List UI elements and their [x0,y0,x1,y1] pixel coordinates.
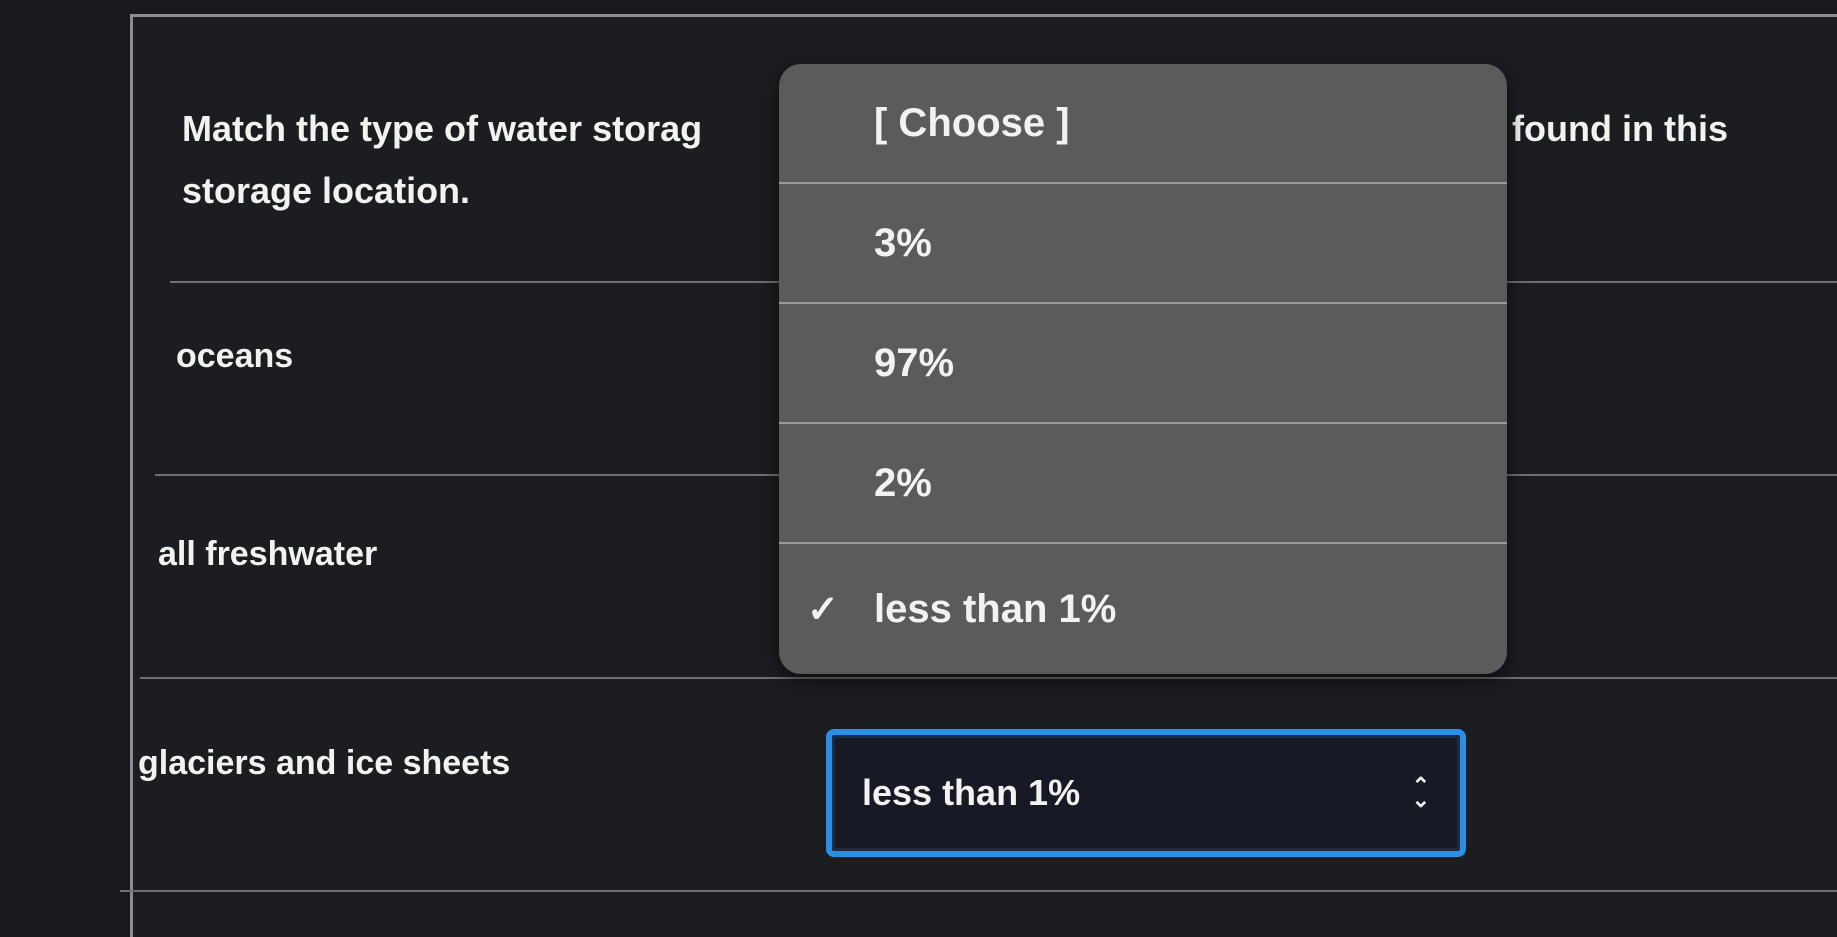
question-text: Match the type of water storag storage l… [182,98,1782,222]
select-value: less than 1% [862,772,1081,813]
option-97-percent[interactable]: 97% [779,304,1507,424]
row-label-glaciers: glaciers and ice sheets [138,744,511,782]
option-3-percent[interactable]: 3% [779,184,1507,304]
option-choose[interactable]: [ Choose ] [779,64,1507,184]
question-text-start: Match the type of water storag [182,108,703,149]
option-label: [ Choose ] [874,100,1070,145]
option-2-percent[interactable]: 2% [779,424,1507,544]
option-label: 3% [874,220,932,265]
divider [120,890,1837,892]
option-label: 2% [874,460,932,505]
glaciers-select[interactable]: less than 1% ⌃ ⌄ [826,729,1466,857]
row-label-oceans: oceans [176,337,294,375]
option-label: less than 1% [874,586,1117,631]
chevron-up-down-icon: ⌃ ⌄ [1411,773,1430,812]
question-text-line2: storage location. [182,170,471,211]
option-label: 97% [874,340,955,385]
row-label-all-freshwater: all freshwater [158,535,378,573]
checkmark-icon: ✓ [807,588,839,631]
option-less-than-1-percent[interactable]: ✓ less than 1% [779,544,1507,674]
dropdown-menu: [ Choose ] 3% 97% 2% ✓ less than 1% [779,64,1507,674]
divider [140,677,1837,679]
question-text-end: s found in this [1482,108,1728,149]
